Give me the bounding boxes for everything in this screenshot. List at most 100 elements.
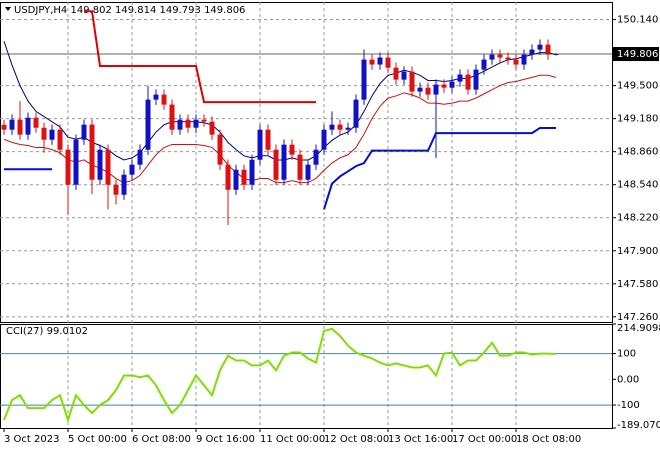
frame — [0, 2, 613, 429]
candle — [265, 124, 271, 155]
chart-title: USDJPY,H4 149.802 149.814 149.793 149.80… — [14, 5, 245, 16]
candle — [193, 114, 199, 133]
candle — [329, 111, 335, 135]
candle — [113, 179, 119, 205]
candle-body — [401, 71, 407, 80]
candle-body — [217, 134, 223, 165]
candle — [81, 119, 87, 145]
candle-body — [433, 84, 439, 95]
candle — [233, 164, 239, 195]
y-tick-label: 147.580 — [617, 279, 658, 290]
candle-body — [49, 129, 55, 140]
candle-body — [353, 99, 359, 128]
candle — [425, 82, 431, 100]
cci-panel-frame — [0, 324, 613, 429]
candle — [1, 119, 7, 135]
candle — [505, 52, 511, 65]
candle-body — [305, 164, 311, 180]
candle-body — [105, 149, 111, 185]
candle-body — [25, 117, 31, 135]
candle-body — [241, 169, 247, 185]
candle-body — [329, 124, 335, 130]
candle — [361, 49, 367, 105]
x-tick-label: 11 Oct 00:00 — [260, 434, 325, 445]
candle — [465, 69, 471, 95]
candle — [441, 79, 447, 93]
candle — [105, 144, 111, 210]
candle-body — [417, 87, 423, 92]
candle — [473, 64, 479, 95]
candle-body — [473, 69, 479, 90]
candle-body — [441, 84, 447, 88]
candle-body — [369, 59, 375, 65]
candle-body — [361, 59, 367, 100]
candle — [177, 114, 183, 135]
candle — [529, 44, 535, 60]
candle — [369, 54, 375, 70]
overlay-line — [84, 10, 316, 104]
candle — [225, 159, 231, 225]
y-tick-label: 150.140 — [617, 15, 658, 26]
candle-body — [289, 144, 295, 155]
candle — [257, 124, 263, 165]
y-tick-label: 148.860 — [617, 147, 658, 158]
candle-body — [481, 59, 487, 70]
candle — [417, 82, 423, 97]
candle — [209, 116, 215, 140]
candle — [41, 122, 47, 153]
candle-body — [457, 74, 463, 82]
candle-body — [529, 49, 535, 55]
candle-body — [513, 59, 519, 65]
candle-body — [553, 54, 559, 56]
candle — [457, 69, 463, 87]
candle-body — [273, 149, 279, 180]
candle-body — [377, 57, 383, 65]
candle-body — [145, 99, 151, 150]
candle-body — [425, 87, 431, 95]
candle — [481, 54, 487, 75]
candle — [201, 114, 207, 127]
candle-body — [201, 119, 207, 122]
candle — [305, 159, 311, 185]
candle-body — [41, 127, 47, 140]
candle-body — [537, 44, 543, 50]
candle-body — [385, 57, 391, 68]
candle-body — [345, 127, 351, 130]
x-tick-label: 3 Oct 2023 — [4, 434, 59, 445]
y-tick-label: 0.00 — [617, 374, 639, 385]
candle — [161, 89, 167, 110]
candle — [545, 39, 551, 60]
candle — [449, 76, 455, 93]
candle-body — [225, 164, 231, 190]
candle-body — [169, 104, 175, 130]
candle-body — [281, 144, 287, 180]
candle-body — [393, 67, 399, 80]
candle-body — [257, 129, 263, 160]
candle — [249, 154, 255, 190]
last-price-label: 149.806 — [617, 49, 658, 60]
candle — [217, 129, 223, 170]
candle — [433, 79, 439, 158]
candle-body — [321, 129, 327, 150]
candle-body — [129, 164, 135, 175]
x-tick-label: 13 Oct 16:00 — [388, 434, 453, 445]
candle-body — [73, 139, 79, 185]
candle — [185, 114, 191, 133]
candle — [321, 124, 327, 155]
candle-body — [409, 71, 415, 92]
y-tick-label: 147.260 — [617, 312, 658, 323]
y-tick-label: -100 — [617, 400, 640, 411]
y-tick-label: 149.180 — [617, 114, 658, 125]
candle-body — [81, 124, 87, 140]
candle-body — [65, 149, 71, 185]
candle-body — [97, 149, 103, 180]
candle — [393, 62, 399, 85]
candle — [9, 114, 15, 135]
candle — [89, 119, 95, 194]
y-tick-label: 147.900 — [617, 246, 658, 257]
x-tick-label: 12 Oct 08:00 — [324, 434, 389, 445]
candle — [289, 139, 295, 160]
candle-body — [137, 149, 143, 165]
candle-body — [9, 119, 15, 130]
